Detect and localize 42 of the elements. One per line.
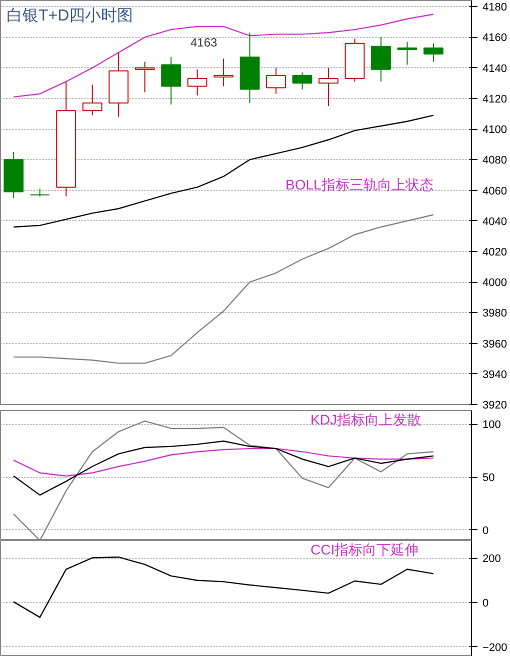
- y-tick-label: 4020: [482, 246, 507, 258]
- candlestick: [424, 42, 444, 62]
- y-tick-label: 3960: [482, 338, 507, 350]
- y-tick-label: 100: [482, 419, 501, 432]
- candlestick: [214, 58, 234, 87]
- annotation: CCI指标向下延伸: [310, 542, 419, 558]
- line-series: [13, 214, 434, 364]
- annotation: BOLL指标三轨向上状态: [286, 176, 434, 192]
- y-tick-label: 3980: [482, 308, 507, 320]
- y-tick-label: 3940: [482, 368, 507, 381]
- line-series: [13, 448, 434, 477]
- y-tick-label: −200: [482, 642, 508, 654]
- y-tick-label: 200: [482, 553, 501, 566]
- candlestick: [134, 61, 155, 93]
- candlestick: [397, 41, 418, 66]
- candlestick: [187, 68, 208, 96]
- line-series: [13, 440, 434, 496]
- y-tick-label: 4180: [482, 2, 507, 14]
- y-tick-label: 4120: [482, 93, 507, 106]
- y-tick-label: 4080: [482, 154, 507, 167]
- y-tick-label: 0: [482, 597, 489, 610]
- chart-title: 白银T+D四小时图: [6, 6, 134, 24]
- y-tick-label: 4000: [482, 277, 507, 290]
- y-tick-label: 4040: [482, 216, 507, 228]
- candlestick: [82, 84, 102, 116]
- y-tick-label: 4160: [482, 32, 507, 44]
- candlestick: [371, 36, 391, 82]
- line-series: [13, 556, 434, 618]
- candlestick: [30, 188, 50, 197]
- y-tick-label: 0: [482, 524, 489, 537]
- candlestick: [161, 56, 182, 106]
- candlestick: [266, 67, 286, 94]
- y-tick-label: 4060: [482, 185, 507, 198]
- y-tick-label: 3920: [482, 400, 507, 412]
- candlestick: [318, 67, 338, 107]
- y-tick-label: 4140: [482, 62, 507, 75]
- annotation: 4163: [190, 36, 218, 50]
- y-tick-label: 50: [482, 472, 495, 484]
- candlestick: [292, 72, 312, 90]
- annotation: KDJ指标向上发散: [310, 412, 421, 428]
- line-series: [13, 114, 434, 228]
- y-tick-label: 4100: [482, 124, 507, 136]
